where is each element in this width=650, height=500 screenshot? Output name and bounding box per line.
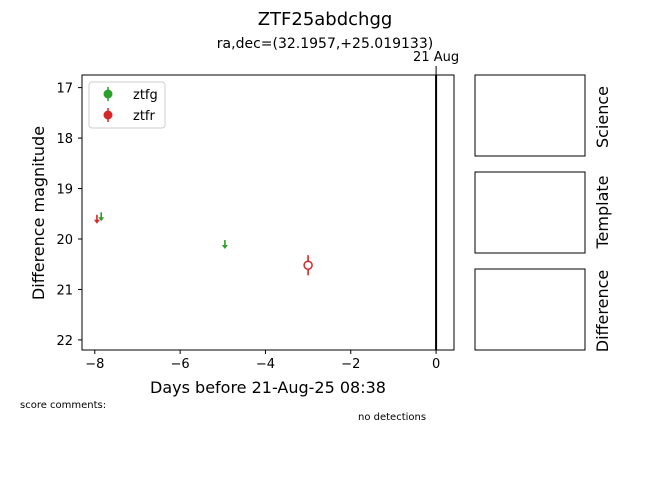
data-points xyxy=(93,212,313,276)
ztfg-upper-limit xyxy=(98,212,105,222)
legend: ztfg ztfr xyxy=(88,81,166,129)
ztfg-upper-limit xyxy=(221,240,228,250)
ztfg-upper-limit-arrowhead xyxy=(98,217,105,222)
ztfg-upper-limit-arrowhead xyxy=(221,245,228,250)
reference-line-group: 21 Aug xyxy=(413,50,459,350)
legend-ztfr-label: ztfr xyxy=(133,109,155,124)
y-tick-label: 21 xyxy=(56,283,73,298)
reference-line-label: 21 Aug xyxy=(413,50,459,65)
no-detections-label: no detections xyxy=(358,412,426,423)
x-tick-label: −2 xyxy=(341,357,360,372)
ztfr-marker xyxy=(303,260,313,270)
axis-ticks: −8 −6 −4 −2 0 17 18 19 20 21 22 xyxy=(56,82,440,372)
template-label: Template xyxy=(593,175,612,249)
y-axis-label: Difference magnitude xyxy=(29,126,48,300)
score-comments-label: score comments: xyxy=(20,400,106,411)
coordinates-subtitle: ra,dec=(32.1957,+25.019133) xyxy=(217,36,433,52)
legend-entry-ztfg: ztfg xyxy=(103,87,158,103)
y-tick-label: 17 xyxy=(56,82,73,97)
ztfr-upper-limit xyxy=(93,214,100,224)
x-tick-label: −6 xyxy=(171,357,190,372)
x-tick-label: −4 xyxy=(256,357,275,372)
template-stamp xyxy=(474,171,586,254)
object-title: ZTF25abdchgg xyxy=(258,9,393,30)
ztfr-upper-limit-arrowhead xyxy=(93,219,100,224)
plot-frame xyxy=(81,74,455,351)
legend-ztfg-label: ztfg xyxy=(133,88,158,103)
difference-label: Difference xyxy=(593,270,612,352)
x-tick-label: 0 xyxy=(432,357,440,372)
legend-entry-ztfr: ztfr xyxy=(103,108,155,124)
y-tick-label: 18 xyxy=(56,132,73,147)
ztfr-detection-point xyxy=(303,255,313,276)
y-tick-label: 20 xyxy=(56,233,73,248)
x-tick-label: −8 xyxy=(85,357,104,372)
y-tick-label: 22 xyxy=(56,334,73,349)
legend-ztfr-marker xyxy=(103,110,113,120)
science-stamp xyxy=(474,74,586,157)
legend-entries: ztfg ztfr xyxy=(103,87,158,124)
x-axis-label: Days before 21-Aug-25 08:38 xyxy=(150,378,386,397)
y-tick-label: 19 xyxy=(56,183,73,198)
difference-stamp xyxy=(474,268,586,351)
legend-ztfg-marker xyxy=(103,89,113,99)
science-label: Science xyxy=(593,86,612,148)
